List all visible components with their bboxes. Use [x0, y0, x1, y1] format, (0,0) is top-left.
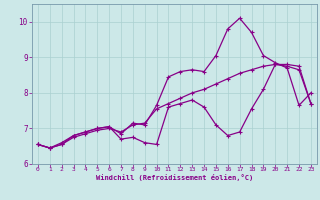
- X-axis label: Windchill (Refroidissement éolien,°C): Windchill (Refroidissement éolien,°C): [96, 174, 253, 181]
